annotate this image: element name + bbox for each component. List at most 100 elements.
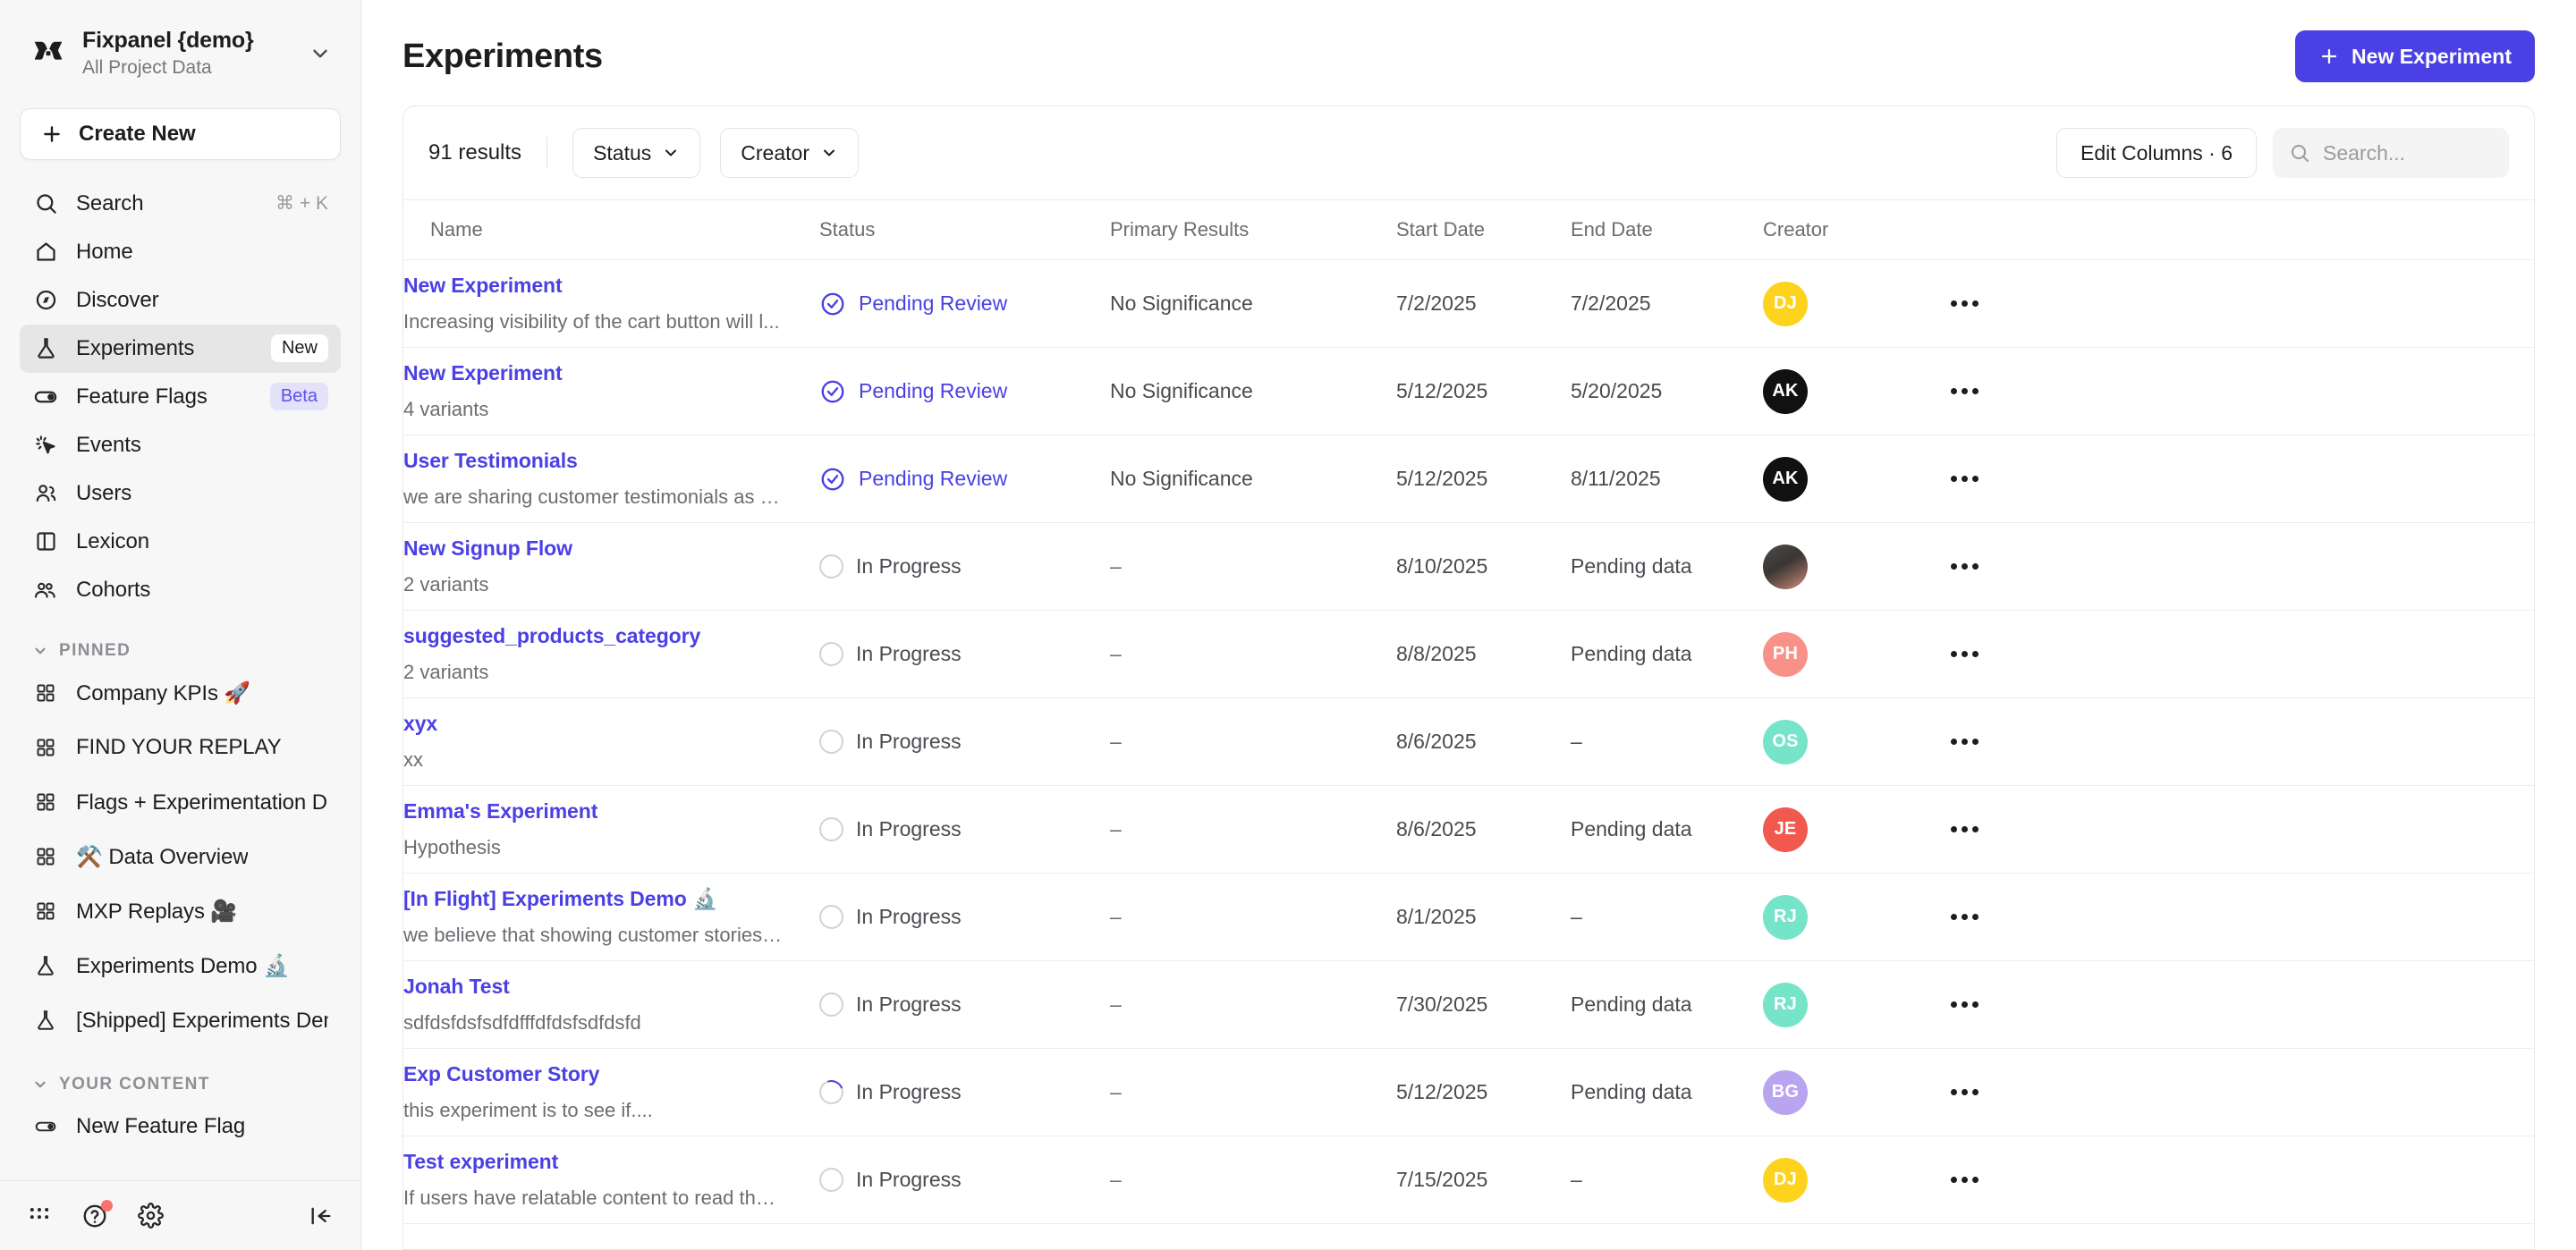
cell-actions bbox=[1942, 785, 2534, 874]
ellipsis-icon[interactable] bbox=[1942, 723, 1987, 761]
creator-filter-button[interactable]: Creator bbox=[720, 128, 859, 178]
cell-creator: RJ bbox=[1763, 960, 1942, 1049]
list-item[interactable]: Experiments Demo 🔬 bbox=[20, 939, 341, 993]
column-header-creator[interactable]: Creator bbox=[1763, 200, 1942, 260]
table-row[interactable]: New Experiment Increasing visibility of t… bbox=[403, 259, 2534, 348]
avatar[interactable]: AK bbox=[1763, 456, 1808, 502]
experiment-link[interactable]: xyx bbox=[403, 712, 438, 735]
column-header-end-date[interactable]: End Date bbox=[1571, 200, 1763, 260]
ellipsis-icon[interactable] bbox=[1942, 811, 1987, 849]
list-item-label: Experiments Demo 🔬 bbox=[76, 953, 290, 978]
main-content: Experiments New Experiment 91 results St… bbox=[361, 0, 2576, 1250]
workspace-switcher[interactable]: Fixpanel {demo} All Project Data bbox=[20, 16, 341, 92]
experiment-link[interactable]: Test experiment bbox=[403, 1150, 559, 1173]
table-row[interactable]: Jonah Test sdfdsfdsfsdfdfffdfdsfsdfdsfd In… bbox=[403, 960, 2534, 1049]
your-content-section-header[interactable]: YOUR CONTENT bbox=[0, 1075, 360, 1094]
collapse-sidebar-icon[interactable] bbox=[307, 1202, 335, 1230]
list-item[interactable]: FIND YOUR REPLAY bbox=[20, 721, 341, 775]
ellipsis-icon[interactable] bbox=[1942, 986, 1987, 1024]
start-date-value: 8/1/2025 bbox=[1396, 905, 1477, 928]
table-row[interactable]: xyx xx In Progress – 8/6/2025 – OS bbox=[403, 697, 2534, 786]
gear-icon[interactable] bbox=[136, 1202, 165, 1230]
experiment-link[interactable]: New Experiment bbox=[403, 361, 563, 384]
cell-actions bbox=[1942, 1136, 2534, 1224]
sidebar-item-search[interactable]: Search ⌘ + K bbox=[20, 180, 341, 228]
list-item-label: ⚒️ Data Overview bbox=[76, 844, 249, 869]
experiment-link[interactable]: Exp Customer Story bbox=[403, 1062, 600, 1085]
table-row[interactable]: New Signup Flow 2 variants In Progress – 8/1… bbox=[403, 522, 2534, 611]
status-filter-button[interactable]: Status bbox=[572, 128, 701, 178]
experiment-link[interactable]: New Signup Flow bbox=[403, 536, 572, 560]
apps-grid-icon[interactable] bbox=[25, 1202, 54, 1230]
experiment-link[interactable]: suggested_products_category bbox=[403, 624, 701, 647]
table-row[interactable]: Emma's Experiment Hypothesis In Progress – 8… bbox=[403, 785, 2534, 874]
table-row[interactable]: [In Flight] Experiments Demo 🔬 we believe… bbox=[403, 873, 2534, 961]
sidebar-bottom-bar bbox=[0, 1180, 360, 1250]
column-header-primary-results[interactable]: Primary Results bbox=[1110, 200, 1396, 260]
avatar[interactable]: PH bbox=[1763, 631, 1808, 677]
sidebar-item-discover[interactable]: Discover bbox=[20, 276, 341, 325]
cell-end-date: 5/20/2025 bbox=[1571, 347, 1763, 435]
search-box[interactable] bbox=[2273, 128, 2509, 178]
table-row[interactable]: Exp Customer Story this experiment is to … bbox=[403, 1048, 2534, 1136]
list-item-label: New Feature Flag bbox=[76, 1114, 246, 1139]
sidebar-item-users[interactable]: Users bbox=[20, 469, 341, 518]
sidebar-item-label: Feature Flags bbox=[76, 384, 208, 409]
avatar[interactable]: DJ bbox=[1763, 1157, 1808, 1203]
table-row[interactable]: User Testimonials we are sharing customer… bbox=[403, 435, 2534, 523]
column-header-name[interactable]: Name bbox=[403, 200, 819, 260]
avatar[interactable]: OS bbox=[1763, 719, 1808, 764]
table-row[interactable]: New Experiment 4 variants Pending Review No… bbox=[403, 347, 2534, 435]
avatar[interactable] bbox=[1763, 544, 1808, 589]
sidebar-item-lexicon[interactable]: Lexicon bbox=[20, 518, 341, 566]
sidebar-item-events[interactable]: Events bbox=[20, 421, 341, 469]
list-item[interactable]: New Feature Flag bbox=[20, 1100, 341, 1154]
ellipsis-icon[interactable] bbox=[1942, 899, 1987, 936]
create-new-button[interactable]: Create New bbox=[20, 107, 341, 160]
sidebar-item-feature-flags[interactable]: Feature Flags Beta bbox=[20, 373, 341, 421]
experiment-link[interactable]: [In Flight] Experiments Demo 🔬 bbox=[403, 887, 718, 910]
search-input[interactable] bbox=[2323, 140, 2493, 165]
check-circle-icon bbox=[819, 466, 846, 493]
avatar[interactable]: RJ bbox=[1763, 982, 1808, 1027]
list-item[interactable]: Company KPIs 🚀 bbox=[20, 666, 341, 721]
primary-results-value: – bbox=[1110, 905, 1122, 928]
experiment-link[interactable]: User Testimonials bbox=[403, 449, 578, 472]
ellipsis-icon[interactable] bbox=[1942, 1074, 1987, 1111]
ellipsis-icon[interactable] bbox=[1942, 548, 1987, 586]
list-item[interactable]: ⚒️ Data Overview bbox=[20, 830, 341, 884]
table-row[interactable]: suggested_products_category 2 variants In … bbox=[403, 610, 2534, 698]
avatar[interactable]: DJ bbox=[1763, 281, 1808, 326]
avatar[interactable]: JE bbox=[1763, 807, 1808, 852]
ellipsis-icon[interactable] bbox=[1942, 636, 1987, 673]
column-header-status[interactable]: Status bbox=[819, 200, 1110, 260]
start-date-value: 5/12/2025 bbox=[1396, 379, 1488, 402]
avatar[interactable]: BG bbox=[1763, 1069, 1808, 1115]
ellipsis-icon[interactable] bbox=[1942, 1161, 1987, 1199]
list-item[interactable]: Flags + Experimentation Demo ⱼ bbox=[20, 775, 341, 830]
avatar[interactable]: AK bbox=[1763, 368, 1808, 414]
ellipsis-icon[interactable] bbox=[1942, 460, 1987, 498]
experiment-link[interactable]: New Experiment bbox=[403, 274, 563, 297]
list-item[interactable]: [Shipped] Experiments Demo 🖊️ bbox=[20, 993, 341, 1048]
cell-start-date: 7/2/2025 bbox=[1396, 259, 1571, 348]
avatar[interactable]: RJ bbox=[1763, 894, 1808, 940]
status-label: In Progress bbox=[856, 730, 962, 753]
table-body: New Experiment Increasing visibility of t… bbox=[403, 259, 2534, 1224]
experiment-link[interactable]: Emma's Experiment bbox=[403, 799, 598, 823]
sidebar-item-home[interactable]: Home bbox=[20, 228, 341, 276]
experiment-link[interactable]: Jonah Test bbox=[403, 975, 510, 998]
new-experiment-button[interactable]: New Experiment bbox=[2295, 30, 2535, 82]
help-circle-icon[interactable] bbox=[80, 1199, 113, 1230]
edit-columns-button[interactable]: Edit Columns · 6 bbox=[2055, 128, 2257, 178]
table-row[interactable]: Test experiment If users have relatable c… bbox=[403, 1136, 2534, 1224]
column-header-start-date[interactable]: Start Date bbox=[1396, 200, 1571, 260]
list-item[interactable]: MXP Replays 🎥 bbox=[20, 884, 341, 939]
ellipsis-icon[interactable] bbox=[1942, 373, 1987, 410]
sidebar-item-experiments[interactable]: Experiments New bbox=[20, 324, 341, 373]
ellipsis-icon[interactable] bbox=[1942, 285, 1987, 323]
pinned-section-header[interactable]: PINNED bbox=[0, 641, 360, 661]
chevron-down-icon bbox=[820, 144, 838, 162]
sidebar-item-cohorts[interactable]: Cohorts bbox=[20, 566, 341, 614]
cell-name: [In Flight] Experiments Demo 🔬 we believe… bbox=[403, 873, 819, 961]
